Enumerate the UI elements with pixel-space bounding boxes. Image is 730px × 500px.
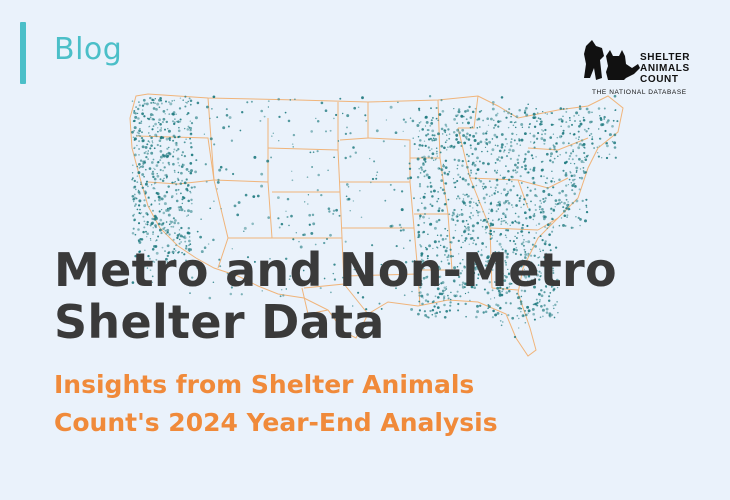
accent-bar — [20, 22, 26, 84]
logo-wordmark: SHELTER ANIMALS COUNT — [640, 52, 690, 85]
subheadline: Insights from Shelter Animals Count's 20… — [54, 366, 498, 442]
shelter-animals-count-logo[interactable]: SHELTER ANIMALS COUNT THE NATIONAL DATAB… — [582, 38, 706, 100]
subheadline-line-1: Insights from Shelter Animals — [54, 370, 475, 399]
logo-line-3: COUNT — [640, 74, 679, 85]
headline: Metro and Non-Metro Shelter Data — [54, 244, 617, 348]
logo-tagline: THE NATIONAL DATABASE — [592, 89, 687, 96]
headline-line-2: Shelter Data — [54, 295, 385, 349]
shelter-dots — [131, 94, 619, 339]
headline-line-1: Metro and Non-Metro — [54, 243, 617, 297]
logo-line-2: ANIMALS — [640, 63, 690, 74]
state-borders — [129, 93, 624, 357]
section-label: Blog — [54, 32, 123, 67]
us-map-icon — [129, 93, 624, 357]
logo-line-1: SHELTER — [640, 52, 691, 63]
subheadline-line-2: Count's 2024 Year-End Analysis — [54, 408, 498, 437]
dog-and-cat-silhouette-icon — [584, 40, 640, 80]
